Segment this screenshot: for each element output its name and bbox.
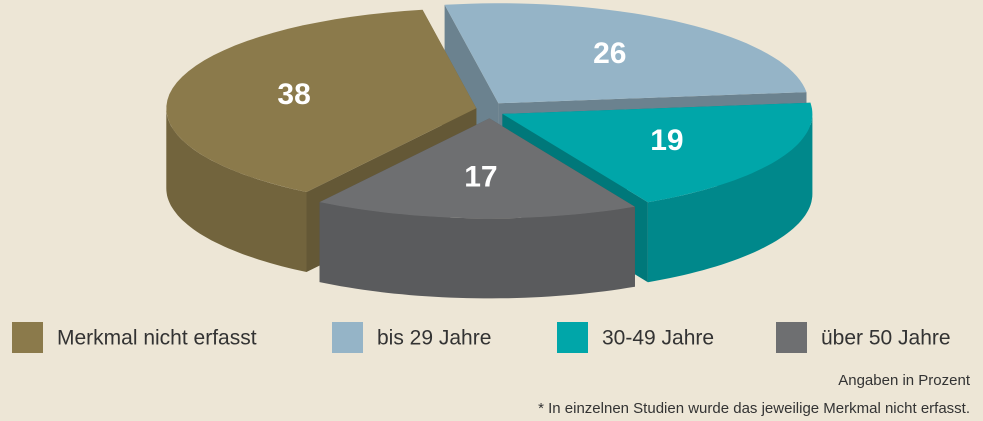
legend-label: Merkmal nicht erfasst <box>57 327 257 350</box>
legend-swatch <box>557 322 588 353</box>
slice <box>502 102 813 203</box>
legend-swatch <box>12 322 43 353</box>
value-label: 26 <box>593 37 626 70</box>
legend-label: über 50 Jahre <box>821 327 951 350</box>
slice <box>319 118 635 219</box>
value-label: 19 <box>650 124 683 157</box>
slice-wall <box>319 202 635 299</box>
value-label: 38 <box>277 78 310 111</box>
slice <box>166 9 477 192</box>
legend-label: bis 29 Jahre <box>377 327 491 350</box>
slice-wall <box>166 108 307 272</box>
value-label: 17 <box>464 160 497 193</box>
legend-swatch <box>332 322 363 353</box>
slice-wall <box>647 113 813 283</box>
note: Angaben in Prozent <box>838 372 971 389</box>
slice <box>444 3 807 104</box>
legend-swatch <box>776 322 807 353</box>
legend-label: 30-49 Jahre <box>602 327 714 350</box>
note: * In einzelnen Studien wurde das jeweili… <box>538 400 970 417</box>
